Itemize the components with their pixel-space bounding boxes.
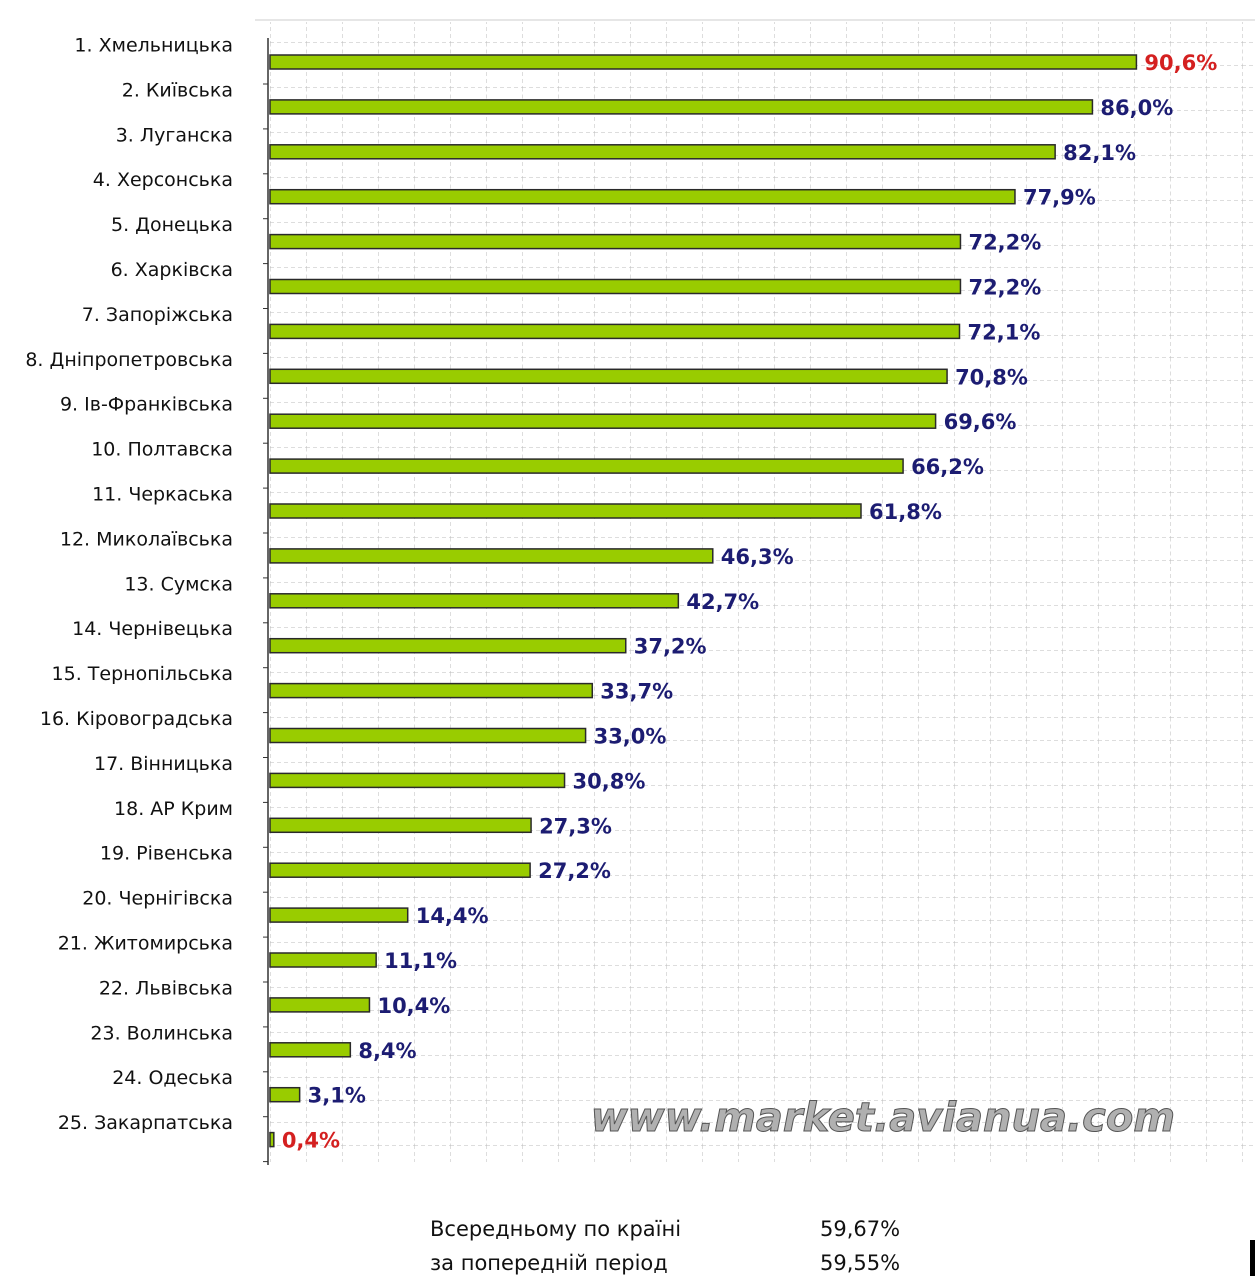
category-label: 17. Вінницька: [94, 753, 233, 775]
bar: [269, 233, 962, 250]
value-label: 11,1%: [384, 949, 457, 973]
value-label: 77,9%: [1023, 186, 1096, 210]
value-label: 27,2%: [538, 859, 611, 883]
category-label: 22. Львівська: [99, 977, 233, 999]
value-label: 46,3%: [721, 545, 794, 569]
category-label: 14. Чернівецька: [72, 618, 233, 640]
summary-value: 59,67%: [820, 1217, 900, 1241]
value-label: 33,0%: [594, 725, 667, 749]
category-label: 16. Кіровоградська: [40, 708, 233, 730]
bar: [269, 1042, 352, 1058]
category-label: 20. Чернігівска: [82, 888, 233, 910]
bar: [269, 144, 1056, 160]
edge-mark: [1250, 1240, 1255, 1276]
bar: [269, 682, 594, 699]
value-label: 30,8%: [573, 769, 646, 793]
category-label: 4. Херсонська: [93, 169, 233, 191]
bar: [269, 727, 587, 744]
category-label: 24. Одеська: [112, 1067, 233, 1089]
category-label: 2. Київська: [122, 79, 233, 101]
category-label: 21. Житомирська: [58, 933, 233, 955]
category-label: 9. Ів-Франківська: [60, 394, 233, 416]
category-label: 5. Донецька: [111, 214, 233, 236]
bar: [269, 548, 714, 564]
summary-label: Всередньому по країні: [430, 1217, 681, 1241]
bar: [269, 458, 904, 474]
bar: [269, 772, 566, 789]
value-label: 8,4%: [358, 1039, 416, 1063]
bar: [269, 1131, 275, 1148]
value-label: 37,2%: [634, 635, 707, 659]
bar: [269, 99, 1094, 115]
bar: [269, 368, 948, 385]
value-label: 33,7%: [600, 680, 673, 704]
category-label: 11. Черкаська: [92, 484, 233, 506]
value-label: 86,0%: [1100, 96, 1173, 120]
bar: [269, 188, 1016, 205]
category-label: 19. Рівенська: [100, 843, 233, 865]
category-label: 10. Полтавска: [91, 439, 233, 461]
bar: [269, 817, 532, 834]
value-label: 70,8%: [955, 365, 1028, 389]
bar: [269, 593, 680, 609]
value-label: 10,4%: [377, 994, 450, 1018]
bar: [269, 54, 1138, 70]
value-label: 72,2%: [968, 231, 1041, 255]
category-label: 3. Луганска: [116, 124, 233, 146]
bar: [269, 413, 937, 429]
category-label: 23. Волинська: [90, 1022, 233, 1044]
value-label: 61,8%: [869, 500, 942, 524]
bar: [269, 323, 961, 340]
value-label: 90,6%: [1144, 51, 1217, 75]
bar: [269, 997, 371, 1013]
category-label: 18. АР Крим: [114, 798, 233, 820]
bar: [269, 862, 531, 878]
grid: [270, 22, 1255, 1162]
value-label: 72,1%: [968, 320, 1041, 344]
summary-label: за попередній період: [430, 1251, 668, 1275]
bar: [269, 278, 962, 295]
value-label: 82,1%: [1063, 141, 1136, 165]
value-label: 72,2%: [968, 276, 1041, 300]
category-label: 1. Хмельницька: [74, 35, 233, 57]
value-label: 0,4%: [282, 1129, 340, 1153]
bar: [269, 907, 409, 923]
bar: [269, 637, 627, 654]
bar: [269, 952, 377, 968]
category-label: 6. Харківска: [111, 259, 233, 281]
watermark: www.market.avianua.com: [591, 1095, 1175, 1141]
value-label: 42,7%: [686, 590, 759, 614]
value-label: 69,6%: [944, 410, 1017, 434]
value-label: 14,4%: [416, 904, 489, 928]
bar: [269, 1086, 301, 1103]
value-label: 27,3%: [539, 814, 612, 838]
value-label: 3,1%: [308, 1084, 366, 1108]
category-label: 15. Тернопільська: [52, 663, 233, 685]
value-label: 66,2%: [911, 455, 984, 479]
category-label: 25. Закарпатська: [58, 1112, 233, 1134]
bar: [269, 503, 862, 519]
category-label: 8. Дніпропетровська: [25, 349, 233, 371]
category-label: 12. Миколаївська: [60, 528, 233, 550]
summary-value: 59,55%: [820, 1251, 900, 1275]
category-label: 13. Сумска: [124, 573, 233, 595]
category-label: 7. Запоріжська: [82, 304, 233, 326]
